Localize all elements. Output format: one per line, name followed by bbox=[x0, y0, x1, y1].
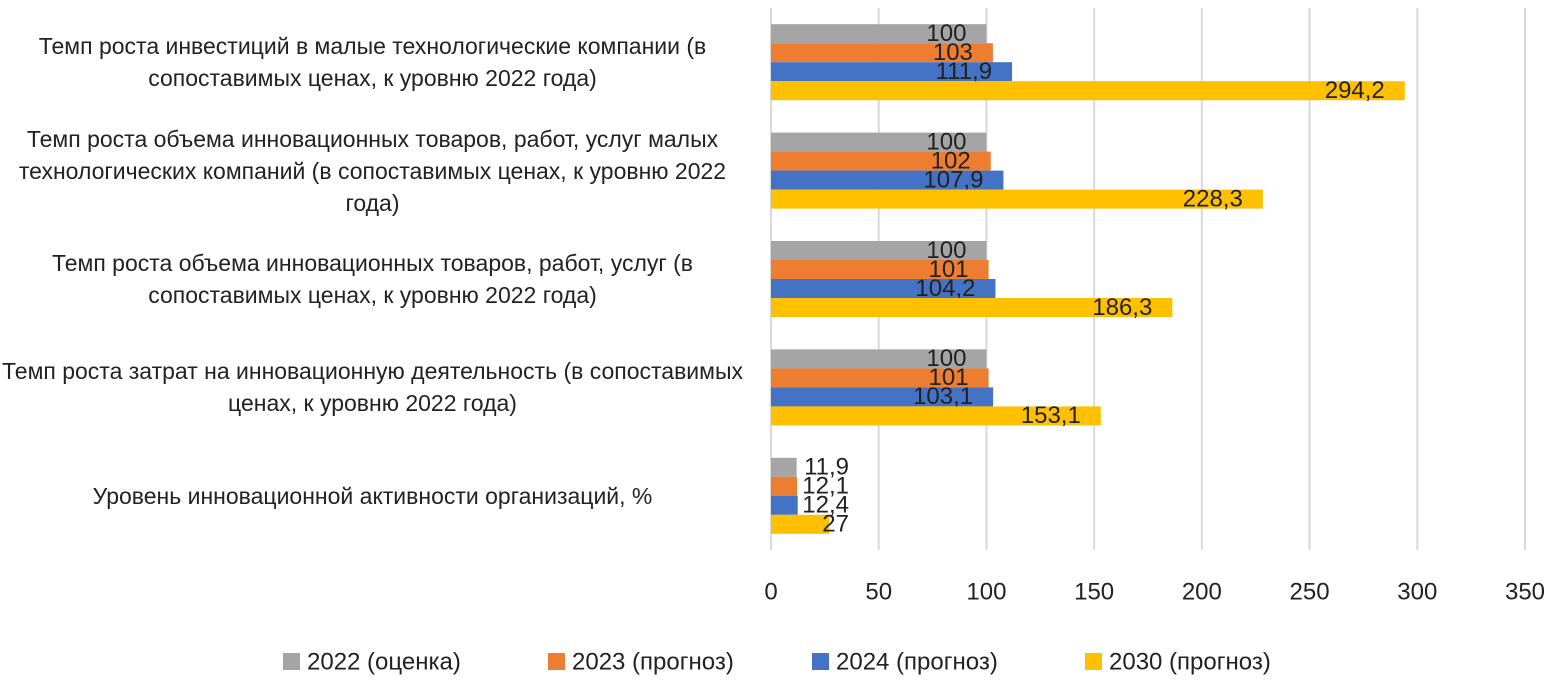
value-label: 107,9 bbox=[923, 166, 983, 193]
bar bbox=[771, 43, 993, 63]
bar bbox=[771, 260, 989, 279]
legend-label: 2023 (прогноз) bbox=[572, 648, 734, 675]
value-label: 100 bbox=[926, 20, 966, 47]
value-label: 12,1 bbox=[802, 473, 849, 500]
category-label: Темп роста затрат на инновационную деяте… bbox=[2, 358, 743, 417]
bar bbox=[771, 81, 1405, 101]
bar bbox=[771, 24, 987, 44]
bar bbox=[771, 406, 1101, 426]
bar bbox=[771, 457, 797, 477]
legend-label: 2022 (оценка) bbox=[307, 648, 461, 675]
category-label: Темп роста объема инновационных товаров,… bbox=[51, 250, 694, 308]
x-tick-label: 200 bbox=[1182, 578, 1222, 605]
legend-swatch bbox=[812, 653, 829, 670]
value-label: 102 bbox=[931, 147, 971, 174]
value-label: 101 bbox=[929, 256, 969, 283]
bar bbox=[771, 62, 1013, 82]
value-label: 111,9 bbox=[936, 58, 993, 85]
legend-swatch bbox=[283, 653, 300, 670]
category-label: Темп роста инвестиций в малые технологич… bbox=[38, 33, 707, 92]
value-label: 103 bbox=[933, 39, 973, 66]
bar bbox=[771, 189, 1263, 209]
value-label: 100 bbox=[926, 237, 966, 264]
legend-swatch bbox=[548, 653, 565, 670]
bar bbox=[771, 387, 994, 407]
x-tick-label: 250 bbox=[1290, 578, 1330, 605]
bar bbox=[771, 298, 1173, 317]
category-label: Уровень инновационной активности организ… bbox=[92, 482, 653, 509]
bar bbox=[771, 279, 996, 298]
value-label: 12,4 bbox=[802, 492, 849, 519]
bar bbox=[771, 151, 991, 171]
bar bbox=[771, 514, 830, 534]
legend-swatch bbox=[1085, 653, 1102, 670]
bar bbox=[771, 368, 989, 388]
value-label: 100 bbox=[926, 128, 966, 155]
bar bbox=[771, 476, 798, 496]
value-label: 103,1 bbox=[913, 383, 973, 410]
x-tick-label: 100 bbox=[966, 578, 1006, 605]
value-label: 186,3 bbox=[1092, 294, 1152, 321]
value-label: 153,1 bbox=[1021, 402, 1081, 429]
bar bbox=[771, 349, 987, 369]
x-tick-label: 350 bbox=[1505, 578, 1545, 605]
bar bbox=[771, 495, 798, 515]
legend-label: 2024 (прогноз) bbox=[836, 648, 998, 675]
x-tick-label: 150 bbox=[1074, 578, 1114, 605]
value-label: 228,3 bbox=[1183, 185, 1243, 212]
x-tick-label: 300 bbox=[1397, 578, 1437, 605]
category-label: Темп роста объема инновационных товаров,… bbox=[18, 125, 727, 216]
value-label: 11,9 bbox=[804, 454, 849, 481]
x-tick-label: 0 bbox=[764, 578, 777, 605]
value-label: 294,2 bbox=[1325, 77, 1385, 104]
bar bbox=[771, 132, 987, 152]
x-tick-label: 50 bbox=[865, 578, 892, 605]
value-label: 27 bbox=[822, 511, 849, 538]
legend-label: 2030 (прогноз) bbox=[1109, 648, 1271, 675]
value-label: 104,2 bbox=[915, 275, 975, 302]
bar bbox=[771, 241, 987, 260]
value-label: 101 bbox=[929, 364, 969, 391]
value-label: 100 bbox=[926, 345, 966, 372]
bar bbox=[771, 170, 1004, 190]
